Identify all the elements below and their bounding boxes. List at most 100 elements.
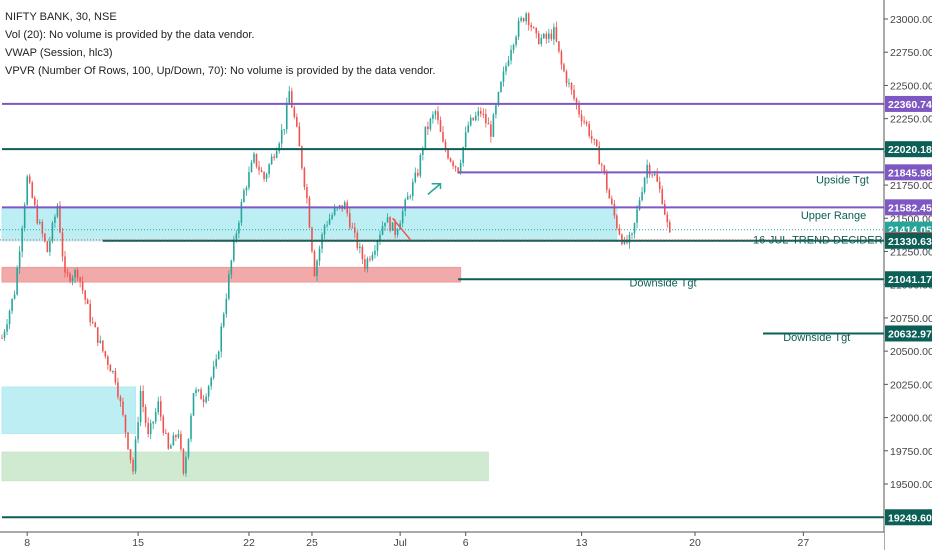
candle-body[interactable]	[520, 18, 522, 21]
candle-body[interactable]	[296, 117, 298, 127]
candle-body[interactable]	[313, 251, 316, 277]
annotation-label[interactable]: Downside Tgt	[783, 332, 850, 344]
price-label-bg[interactable]	[885, 164, 932, 181]
candle-body[interactable]	[71, 277, 74, 282]
candle-body[interactable]	[555, 27, 558, 42]
price-label-bg[interactable]	[885, 509, 932, 526]
candle-body[interactable]	[669, 222, 671, 233]
candle-body[interactable]	[522, 18, 525, 22]
candle-body[interactable]	[651, 174, 653, 176]
candle-body[interactable]	[467, 125, 469, 133]
candle-body[interactable]	[263, 172, 265, 179]
candle-body[interactable]	[195, 389, 197, 394]
candle-body[interactable]	[656, 173, 658, 182]
candle-body[interactable]	[447, 150, 449, 159]
candle-body[interactable]	[540, 37, 543, 45]
candle-body[interactable]	[170, 445, 172, 449]
candle-body[interactable]	[76, 269, 79, 278]
candle-body[interactable]	[13, 294, 16, 299]
candle-body[interactable]	[417, 172, 419, 176]
candle-body[interactable]	[162, 416, 165, 433]
candle-body[interactable]	[487, 123, 490, 125]
candle-body[interactable]	[537, 33, 540, 45]
candle-body[interactable]	[603, 165, 606, 174]
candle-body[interactable]	[432, 114, 434, 119]
candle-body[interactable]	[389, 217, 391, 231]
price-label-bg[interactable]	[885, 232, 932, 249]
candle-body[interactable]	[636, 209, 638, 223]
candle-body[interactable]	[449, 158, 452, 162]
candle-body[interactable]	[268, 164, 270, 175]
candle-body[interactable]	[525, 13, 527, 22]
candle-body[interactable]	[462, 147, 464, 164]
candle-body[interactable]	[492, 114, 495, 137]
candle-body[interactable]	[469, 117, 472, 126]
candle-body[interactable]	[444, 141, 447, 151]
candle-body[interactable]	[633, 222, 636, 234]
candle-body[interactable]	[149, 423, 152, 435]
candle-body[interactable]	[270, 156, 273, 165]
candle-body[interactable]	[49, 240, 51, 253]
candle-body[interactable]	[585, 122, 588, 124]
candle-body[interactable]	[129, 449, 132, 460]
candle-body[interactable]	[434, 111, 437, 115]
price-label-bg[interactable]	[885, 271, 932, 288]
candle-body[interactable]	[127, 432, 129, 450]
candle-body[interactable]	[394, 222, 396, 235]
time-axis[interactable]	[0, 532, 884, 550]
candle-body[interactable]	[288, 91, 291, 103]
candle-body[interactable]	[180, 434, 182, 450]
candle-body[interactable]	[527, 13, 530, 25]
candle-body[interactable]	[485, 113, 487, 124]
candle-body[interactable]	[641, 192, 643, 201]
candle-body[interactable]	[515, 36, 517, 45]
candle-body[interactable]	[638, 200, 641, 210]
candle-body[interactable]	[583, 121, 585, 123]
candle-body[interactable]	[480, 111, 482, 114]
candle-body[interactable]	[550, 33, 553, 40]
candle-body[interactable]	[361, 246, 364, 260]
candle-body[interactable]	[102, 340, 104, 352]
candle-body[interactable]	[228, 274, 230, 299]
candle-body[interactable]	[439, 120, 442, 132]
candle-body[interactable]	[275, 151, 278, 158]
candle-body[interactable]	[535, 27, 538, 34]
candle-body[interactable]	[401, 210, 404, 224]
candle-body[interactable]	[301, 146, 303, 169]
candle-body[interactable]	[36, 205, 39, 224]
candle-body[interactable]	[530, 24, 532, 28]
candle-body[interactable]	[253, 153, 255, 163]
legend-vwap[interactable]: VWAP (Session, hlc3)	[5, 47, 113, 59]
candle-body[interactable]	[452, 161, 454, 167]
price-label[interactable]: 22020.18	[888, 144, 932, 156]
candle-body[interactable]	[124, 414, 127, 433]
candle-body[interactable]	[152, 421, 154, 424]
candle-body[interactable]	[590, 135, 593, 139]
candle-body[interactable]	[565, 71, 568, 84]
candle-body[interactable]	[86, 299, 89, 304]
candle-body[interactable]	[381, 226, 384, 235]
price-label-bg[interactable]	[885, 199, 932, 216]
candle-body[interactable]	[442, 131, 444, 142]
candle-body[interactable]	[23, 204, 26, 229]
candle-body[interactable]	[369, 258, 371, 260]
candle-body[interactable]	[255, 153, 258, 167]
candle-body[interactable]	[482, 113, 485, 115]
candle-body[interactable]	[409, 196, 412, 198]
annotation-label[interactable]: Upside Tgt	[816, 175, 869, 187]
candle-body[interactable]	[89, 303, 91, 323]
candle-body[interactable]	[187, 439, 190, 457]
candle-body[interactable]	[44, 233, 46, 242]
candle-body[interactable]	[497, 92, 500, 106]
candle-body[interactable]	[16, 268, 18, 295]
candle-body[interactable]	[570, 82, 573, 90]
candle-body[interactable]	[21, 228, 23, 252]
price-label-bg[interactable]	[885, 325, 932, 342]
candle-body[interactable]	[613, 204, 616, 216]
candle-body[interactable]	[215, 359, 217, 367]
candle-body[interactable]	[46, 241, 49, 253]
candle-body[interactable]	[328, 218, 331, 225]
candle-body[interactable]	[132, 459, 134, 472]
candle-body[interactable]	[386, 217, 389, 223]
candle-body[interactable]	[243, 190, 245, 203]
